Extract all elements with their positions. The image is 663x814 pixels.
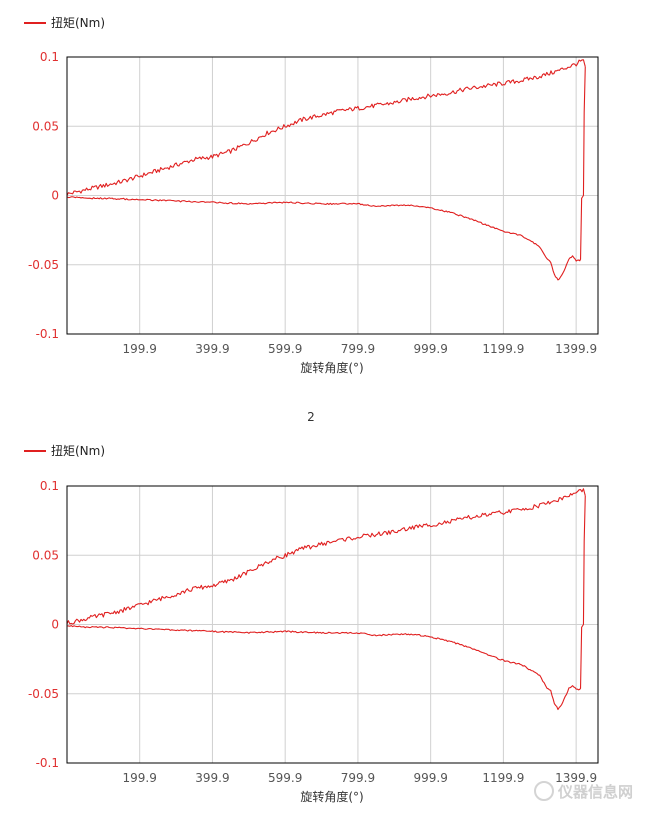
x-axis-title: 旋转角度(°): [300, 789, 363, 804]
x-tick-label: 199.9: [123, 342, 157, 356]
grid-lines: [67, 485, 598, 764]
series-line-loading: [66, 488, 586, 625]
chart-separator-label: 2: [307, 410, 315, 424]
x-tick-label: 399.9: [195, 342, 229, 356]
x-tick-label: 999.9: [413, 771, 447, 785]
y-tick-label: 0.1: [40, 50, 59, 64]
x-tick-label: 1399.9: [555, 342, 597, 356]
series-line-return: [66, 495, 586, 711]
plot-frame: [66, 56, 599, 335]
series-line-loading: [66, 59, 586, 196]
x-tick-label: 999.9: [413, 342, 447, 356]
y-tick-labels: 0.1 0.05 0 -0.05 -0.1: [28, 479, 59, 770]
y-tick-label: 0: [51, 618, 59, 632]
watermark-logo-icon: [534, 781, 554, 801]
x-tick-label: 1199.9: [482, 771, 524, 785]
y-tick-label: -0.1: [36, 756, 59, 770]
x-tick-label: 399.9: [195, 771, 229, 785]
y-tick-labels: 0.1 0.05 0 -0.05 -0.1: [28, 50, 59, 341]
x-tick-label: 199.9: [123, 771, 157, 785]
y-tick-label: 0.05: [32, 548, 59, 562]
series-line-return: [66, 66, 586, 281]
y-tick-label: -0.05: [28, 258, 59, 272]
y-tick-label: 0.05: [32, 119, 59, 133]
x-tick-label: 599.9: [268, 771, 302, 785]
x-tick-labels: 199.9 399.9 599.9 799.9 999.9 1199.9 1399.9: [123, 342, 598, 356]
y-tick-label: 0: [51, 189, 59, 203]
x-axis-title: 旋转角度(°): [300, 360, 363, 375]
legend-label: 扭矩(Nm): [51, 444, 105, 458]
x-tick-label: 799.9: [341, 771, 375, 785]
y-tick-label: 0.1: [40, 479, 59, 493]
series-lines: [66, 59, 586, 281]
plot-frame: [66, 485, 599, 764]
watermark: 仪器信息网: [534, 781, 633, 801]
chart-1: 扭矩(Nm) 0.1 0.05 0 -0.05 -0.1 199.9 399.9 599.9…: [24, 16, 599, 375]
y-tick-label: -0.05: [28, 687, 59, 701]
legend-label: 扭矩(Nm): [51, 16, 105, 30]
x-tick-label: 1399.9: [555, 771, 597, 785]
chart-2: 扭矩(Nm) 0.1 0.05 0 -0.05 -0.1 199.9 399.9 599.9…: [24, 444, 599, 804]
series-lines: [66, 488, 586, 711]
x-tick-label: 599.9: [268, 342, 302, 356]
x-tick-labels: 199.9 399.9 599.9 799.9 999.9 1199.9 1399.9: [123, 771, 598, 785]
watermark-text: 仪器信息网: [557, 783, 633, 801]
x-tick-label: 799.9: [341, 342, 375, 356]
y-tick-label: -0.1: [36, 327, 59, 341]
x-tick-label: 1199.9: [482, 342, 524, 356]
grid-lines: [67, 56, 598, 335]
